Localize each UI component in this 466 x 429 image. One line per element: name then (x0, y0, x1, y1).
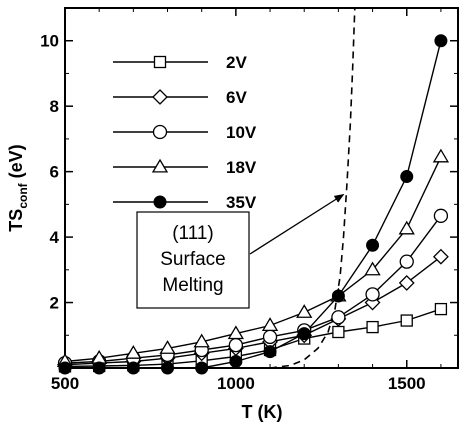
y-axis-label: TSconf (eV) (6, 144, 30, 231)
y-axis-label-subscript: conf (16, 182, 30, 208)
data-point-18v (364, 261, 381, 276)
data-point-35v (92, 361, 106, 375)
legend-marker-10v (152, 124, 168, 140)
legend-label-10v: 10V (226, 123, 257, 142)
data-point-10v (365, 287, 380, 302)
legend-label-2v: 2V (226, 53, 247, 72)
x-tick-label: 500 (51, 374, 79, 393)
data-point-35v (400, 170, 414, 184)
data-point-10v (262, 329, 278, 345)
data-point-10v (228, 337, 244, 353)
annotation-box (136, 211, 250, 309)
data-point-35v (161, 361, 175, 375)
annotation-arrow (249, 193, 345, 255)
data-point-35v (331, 289, 345, 303)
data-point-10v (399, 254, 414, 269)
data-point-18v (125, 344, 142, 359)
legend-label-35v: 35V (226, 193, 257, 212)
data-point-35v (366, 238, 380, 252)
series-line-6v (64, 256, 442, 366)
data-point-35v (58, 361, 72, 375)
series-line-10v (64, 215, 442, 364)
data-point-18v (193, 333, 210, 348)
legend-label-18v: 18V (226, 158, 257, 177)
legend: 2V 6V 10V 18V 35V (113, 53, 257, 212)
data-point-10v (331, 310, 346, 325)
data-point-18v (227, 325, 245, 340)
data-point-6v (398, 274, 415, 291)
y-axis-label-main: TS (6, 209, 26, 232)
x-tick-label: 1500 (388, 374, 426, 393)
y-tick-label: 10 (40, 32, 59, 51)
legend-marker-6v (152, 89, 168, 105)
y-tick-label: 2 (50, 294, 59, 313)
data-point-2v (400, 314, 413, 327)
annotation: (111) Surface Melting (136, 193, 345, 309)
data-point-18v (261, 317, 279, 332)
x-axis-label: T (K) (242, 402, 283, 422)
data-point-10v (433, 208, 449, 223)
series-line-2v (64, 308, 442, 368)
markers-layer (56, 34, 450, 375)
data-point-35v (434, 34, 448, 48)
data-point-2v (434, 302, 448, 316)
data-point-35v (229, 354, 243, 368)
data-point-18v (398, 220, 415, 235)
legend-marker-18v (151, 158, 169, 173)
data-point-35v (297, 327, 311, 341)
data-point-2v (366, 320, 379, 334)
plot-area-frame (64, 7, 459, 369)
data-point-2v (332, 325, 345, 339)
legend-marker-2v (153, 55, 167, 69)
data-point-18v (296, 304, 313, 318)
data-point-35v (195, 361, 209, 375)
series-line-18v (64, 156, 442, 363)
legend-marker-35v (153, 195, 167, 209)
legend-label-6v: 6V (226, 88, 247, 107)
annotation-line-1: (111) (172, 223, 214, 244)
data-point-35v (126, 361, 140, 375)
y-axis-label-unit: (eV) (6, 144, 26, 183)
annotation-line-2: Surface (160, 249, 225, 270)
axes-layer: 500 1000 1500 2 4 6 8 10 (40, 7, 458, 393)
annotation-line-3: Melting (162, 275, 223, 296)
x-tick-label: 1000 (217, 374, 255, 393)
data-point-18v (159, 340, 176, 354)
y-tick-label: 4 (50, 228, 60, 247)
y-tick-label: 6 (50, 163, 59, 182)
y-tick-label: 8 (50, 97, 59, 116)
data-point-35v (263, 345, 277, 359)
data-point-6v (432, 248, 449, 265)
data-point-18v (432, 148, 450, 163)
